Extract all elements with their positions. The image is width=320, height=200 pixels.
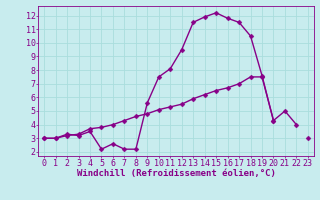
X-axis label: Windchill (Refroidissement éolien,°C): Windchill (Refroidissement éolien,°C) (76, 169, 276, 178)
